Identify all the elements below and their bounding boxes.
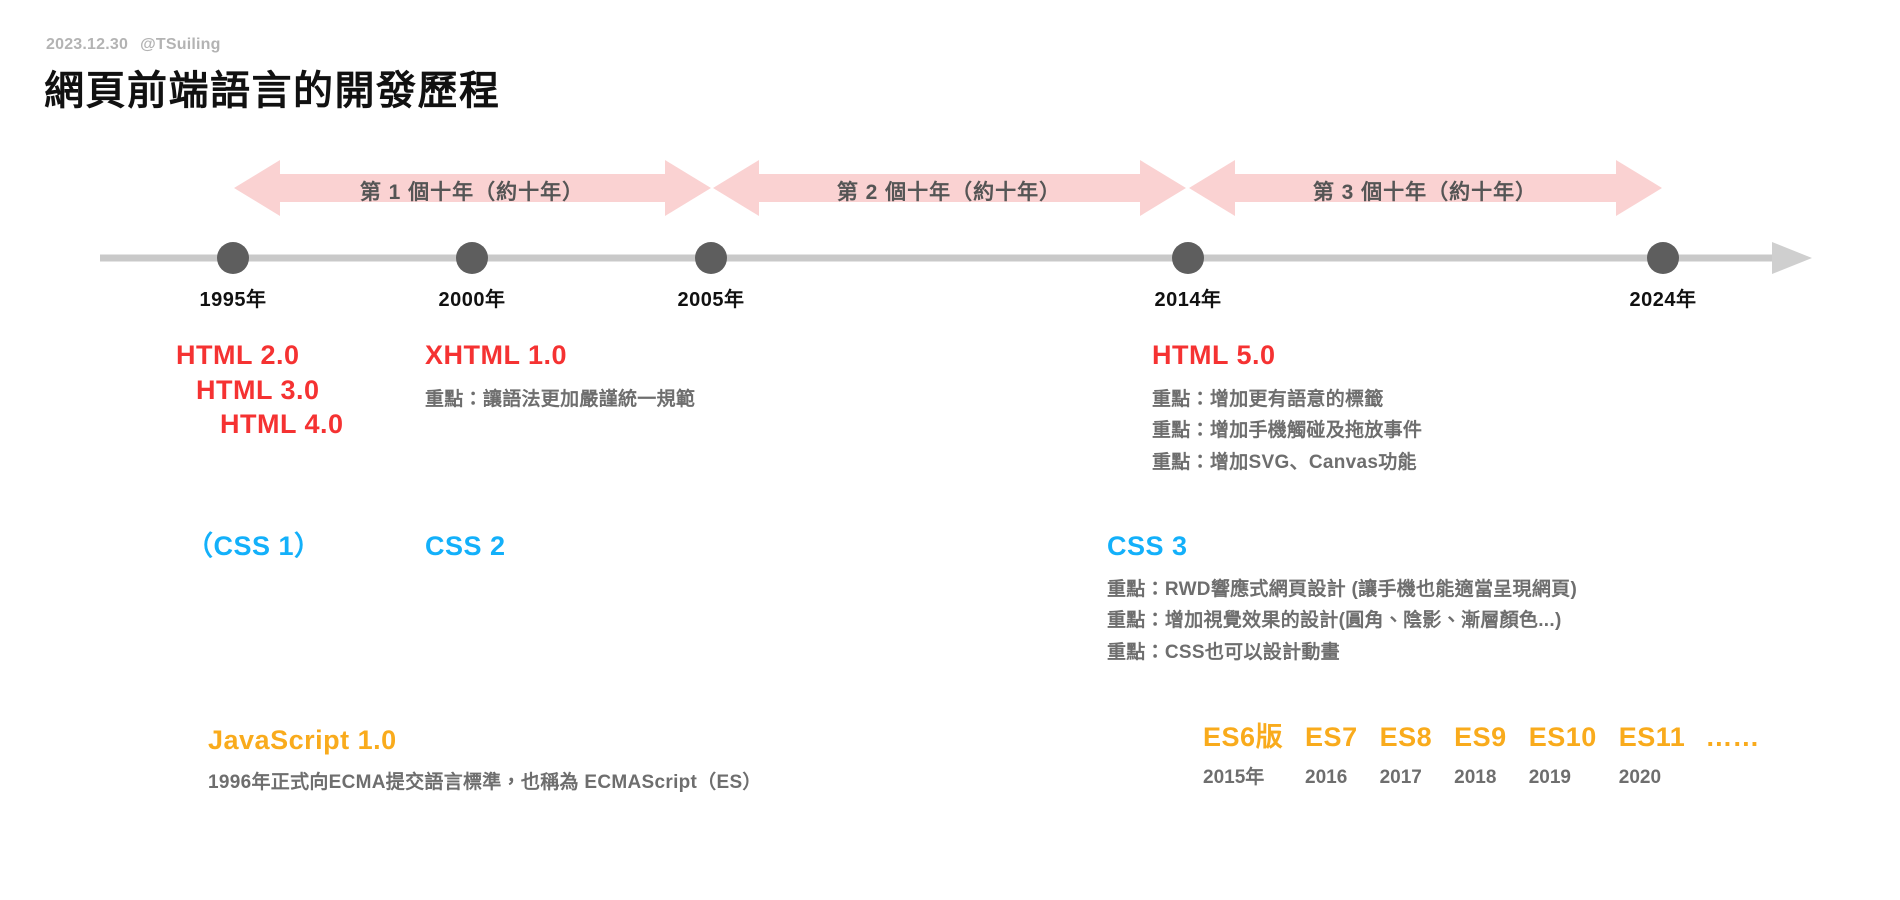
es-name-es10: ES10 <box>1528 722 1597 752</box>
es-item-es10: ES10 2019 <box>1528 722 1597 789</box>
es-item-es7: ES7 2016 <box>1305 722 1358 789</box>
timeline-arrowhead-icon <box>1772 242 1812 274</box>
meta-line: 2023.12.30 @TSuiling <box>46 36 221 54</box>
year-label-2000: 2000年 <box>438 289 506 311</box>
page-title: 網頁前端語言的開發歷程 <box>44 69 501 113</box>
javascript-note: 1996年正式向ECMA提交語言標準，也稱為 ECMAScript（ES） <box>208 771 762 793</box>
html-4-label: HTML 4.0 <box>220 409 344 440</box>
javascript-title: JavaScript 1.0 <box>208 725 397 755</box>
year-label-2005: 2005年 <box>677 289 745 311</box>
decade-label-1: 第 1 個十年（約十年） <box>359 181 585 204</box>
xhtml-title: XHTML 1.0 <box>425 340 568 370</box>
es-name-es9: ES9 <box>1454 722 1507 752</box>
timeline-dot-2005[interactable] <box>695 242 727 274</box>
css3-group: CSS 3 重點：RWD響應式網頁設計 (讓手機也能適當呈現網頁) 重點：增加視… <box>1107 529 1577 668</box>
publish-date: 2023.12.30 <box>46 36 129 53</box>
es-name-es11: ES11 <box>1618 722 1686 752</box>
timeline-dot-1995[interactable] <box>217 242 249 274</box>
timeline-dot-2000[interactable] <box>456 242 488 274</box>
html-early-versions-group: HTML 2.0 HTML 3.0 HTML 4.0 <box>176 338 344 442</box>
html-3-label: HTML 3.0 <box>196 374 320 405</box>
es-item-es6: ES6版 2015年 <box>1203 722 1284 789</box>
html5-title: HTML 5.0 <box>1152 340 1276 370</box>
html5-note-2: 重點：增加手機觸碰及拖放事件 <box>1152 420 1423 442</box>
html5-group: HTML 5.0 重點：增加更有語意的標籤 重點：增加手機觸碰及拖放事件 重點：… <box>1152 338 1422 478</box>
es-year-es9: 2018 <box>1454 766 1497 788</box>
css1-label: （CSS 1） <box>186 531 322 561</box>
css3-note-3: 重點：CSS也可以設計動畫 <box>1107 641 1340 663</box>
es-more-ellipsis: …… <box>1705 722 1760 752</box>
css3-title: CSS 3 <box>1107 531 1188 561</box>
es-year-es10: 2019 <box>1528 766 1571 788</box>
es-year-es7: 2016 <box>1305 766 1348 788</box>
year-label-2014: 2014年 <box>1154 289 1222 311</box>
html-2-label: HTML 2.0 <box>176 340 300 370</box>
author-handle: @TSuiling <box>140 36 221 53</box>
html5-note-3: 重點：增加SVG、Canvas功能 <box>1152 451 1417 473</box>
xhtml-group: XHTML 1.0 重點：讓語法更加嚴謹統一規範 <box>425 338 695 415</box>
es-year-es8: 2017 <box>1379 766 1422 788</box>
css3-note-1: 重點：RWD響應式網頁設計 (讓手機也能適當呈現網頁) <box>1107 578 1578 600</box>
es-item-es8: ES8 2017 <box>1379 722 1433 789</box>
es-item-more: …… <box>1705 722 1760 753</box>
es-year-es6: 2015年 <box>1203 766 1265 788</box>
decade-label-3: 第 3 個十年（約十年） <box>1312 181 1538 204</box>
es-name-es8: ES8 <box>1379 722 1433 752</box>
timeline-dot-2014[interactable] <box>1172 242 1204 274</box>
year-label-1995: 1995年 <box>199 289 267 311</box>
css3-note-2: 重點：增加視覺效果的設計(圓角、陰影、漸層顏色...) <box>1107 610 1562 632</box>
xhtml-note-1: 重點：讓語法更加嚴謹統一規範 <box>425 388 696 410</box>
es-item-es11: ES11 2020 <box>1618 722 1686 789</box>
es-year-es11: 2020 <box>1618 766 1662 788</box>
year-label-2024: 2024年 <box>1629 289 1697 311</box>
es-versions-group: ES6版 2015年 ES7 2016 ES8 2017 ES9 2018 ES… <box>1203 722 1760 789</box>
es-item-es9: ES9 2018 <box>1454 722 1507 789</box>
css2-label: CSS 2 <box>425 531 506 561</box>
timeline-dot-2024[interactable] <box>1647 242 1679 274</box>
javascript-group: JavaScript 1.0 1996年正式向ECMA提交語言標準，也稱為 EC… <box>208 723 762 798</box>
es-name-es7: ES7 <box>1305 722 1358 752</box>
es-name-es6: ES6版 <box>1203 722 1284 752</box>
decade-label-2: 第 2 個十年（約十年） <box>836 181 1062 204</box>
html5-note-1: 重點：增加更有語意的標籤 <box>1152 388 1384 410</box>
